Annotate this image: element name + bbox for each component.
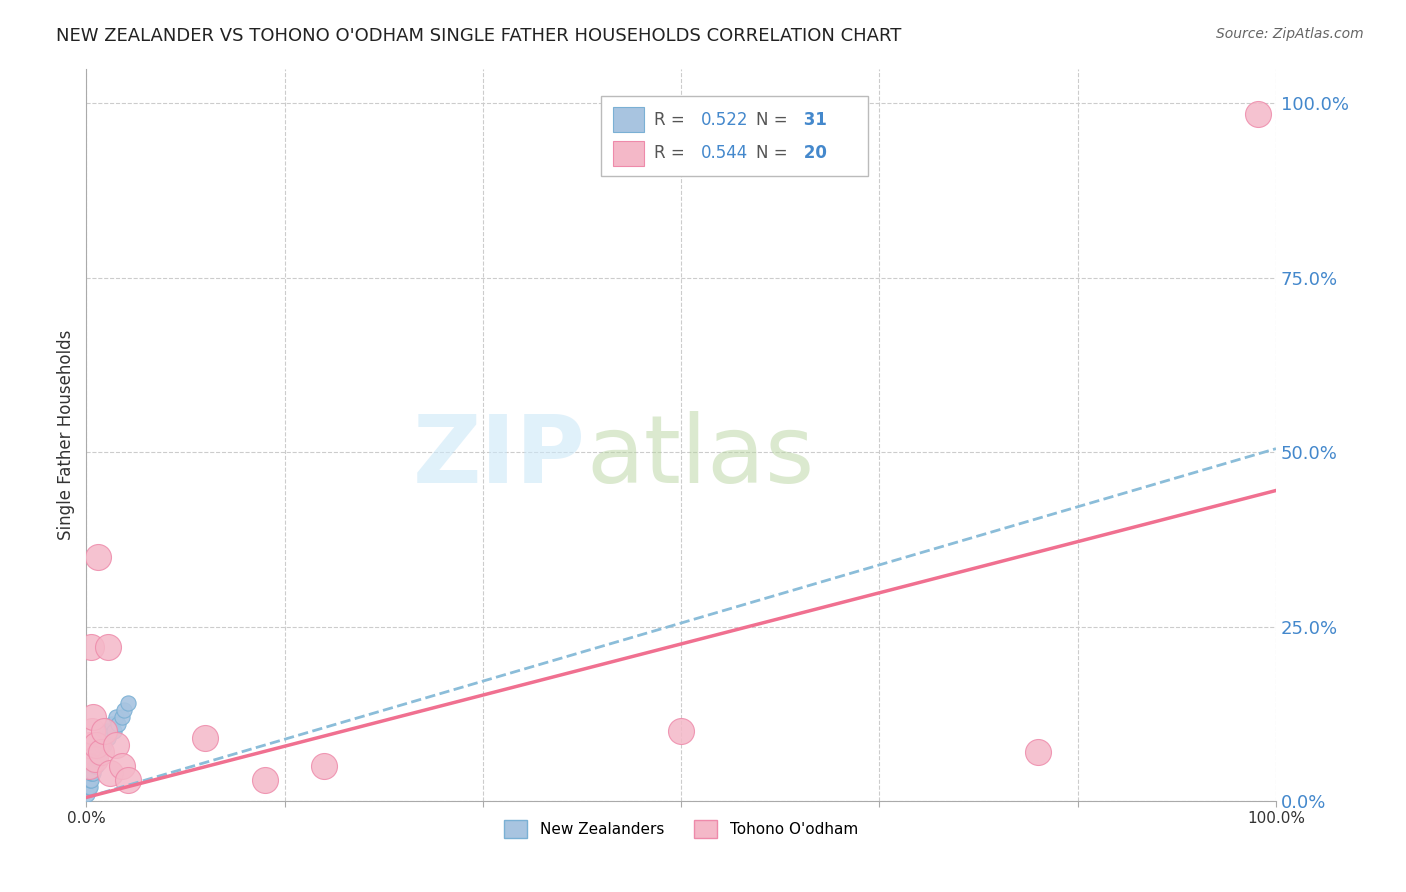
Point [105, 738, 128, 752]
Text: 0.522: 0.522 [702, 111, 749, 128]
Point [80, 640, 103, 655]
Point [82, 759, 104, 773]
Bar [613, 141, 644, 166]
Point [111, 710, 134, 724]
Text: NEW ZEALANDER VS TOHONO O'ODHAM SINGLE FATHER HOUSEHOLDS CORRELATION CHART: NEW ZEALANDER VS TOHONO O'ODHAM SINGLE F… [56, 27, 901, 45]
Text: atlas: atlas [586, 410, 814, 503]
Legend: New Zealanders, Tohono O'odham: New Zealanders, Tohono O'odham [498, 814, 863, 845]
Text: 31: 31 [797, 111, 827, 128]
Point [77, 759, 100, 773]
Point [82, 752, 104, 766]
Point [90, 738, 112, 752]
Point [84, 759, 107, 773]
Point [87, 549, 110, 564]
Point [77, 780, 100, 794]
Text: N =: N = [756, 145, 793, 162]
FancyBboxPatch shape [602, 96, 868, 177]
Point [79, 738, 101, 752]
Point [87, 745, 110, 759]
Point [98, 724, 121, 739]
Point [80, 766, 103, 780]
Point [82, 710, 104, 724]
Point [1026, 745, 1049, 759]
Point [84, 738, 107, 752]
Point [90, 731, 112, 745]
Text: N =: N = [756, 111, 793, 128]
Point [79, 772, 101, 787]
Point [93, 724, 115, 739]
Point [111, 759, 134, 773]
Point [93, 738, 115, 752]
Point [253, 772, 276, 787]
Point [98, 766, 121, 780]
Text: ZIP: ZIP [413, 410, 586, 503]
Bar [613, 107, 644, 132]
Point [76, 787, 98, 801]
Point [82, 766, 104, 780]
Point [97, 640, 120, 655]
Point [82, 766, 104, 780]
Point [669, 724, 692, 739]
Point [83, 759, 105, 773]
Point [96, 724, 118, 739]
Point [84, 738, 107, 752]
Point [1247, 107, 1270, 121]
Point [105, 710, 128, 724]
Text: 0.544: 0.544 [702, 145, 748, 162]
Point [82, 724, 104, 739]
Point [83, 752, 105, 766]
Point [97, 731, 120, 745]
Text: Source: ZipAtlas.com: Source: ZipAtlas.com [1216, 27, 1364, 41]
Y-axis label: Single Father Households: Single Father Households [58, 329, 75, 540]
Text: 20: 20 [797, 145, 827, 162]
Point [194, 731, 217, 745]
Point [117, 772, 139, 787]
Point [79, 780, 101, 794]
Point [86, 752, 108, 766]
Point [107, 717, 129, 731]
Point [90, 745, 112, 759]
Point [101, 717, 124, 731]
Point [112, 703, 135, 717]
Point [94, 731, 117, 745]
Point [314, 759, 336, 773]
Point [89, 752, 111, 766]
Text: R =: R = [654, 145, 690, 162]
Text: R =: R = [654, 111, 690, 128]
Point [103, 724, 125, 739]
Point [117, 696, 139, 710]
Point [83, 745, 105, 759]
Point [80, 772, 103, 787]
